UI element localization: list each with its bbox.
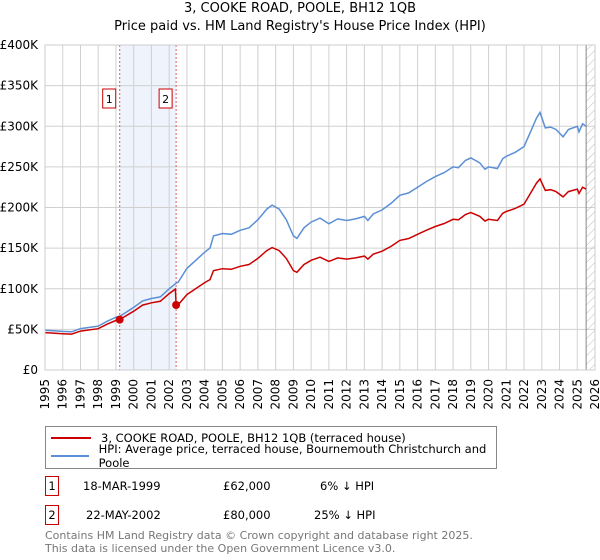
sale-price: £80,000 <box>223 508 271 522</box>
x-tick-label: 2021 <box>499 379 513 410</box>
x-tick-label: 2020 <box>482 379 496 410</box>
x-tick-label: 2023 <box>535 379 549 410</box>
hpi-line <box>44 110 587 333</box>
x-tick-label: 2019 <box>464 379 478 410</box>
x-tick-label: 2004 <box>198 379 212 410</box>
x-tick-label: 2013 <box>357 379 371 410</box>
sale-hpi-diff: 25% ↓ HPI <box>314 508 376 522</box>
sale-label-box <box>158 88 173 109</box>
x-tick-label: 2008 <box>269 379 283 410</box>
x-tick-label: 2014 <box>375 379 389 410</box>
x-tick-label: 2026 <box>588 379 600 410</box>
sale-point <box>115 315 124 324</box>
y-tick-label: £350K <box>0 79 39 93</box>
x-tick-label: 1997 <box>73 379 87 410</box>
y-tick-label: £150K <box>0 241 39 255</box>
y-tick-label: £100K <box>0 282 39 296</box>
sale-price: £62,000 <box>223 479 271 493</box>
x-tick-label: 2018 <box>446 379 460 410</box>
x-tick-label: 2012 <box>340 379 354 410</box>
legend-item-hpi: HPI: Average price, terraced house, Bour… <box>51 442 496 470</box>
sale-label-box <box>102 88 117 109</box>
legend-item-property: 3, COOKE ROAD, POOLE, BH12 1QB (terraced… <box>51 430 406 446</box>
legend-swatch-hpi <box>51 455 89 457</box>
x-tick-label: 2016 <box>411 379 425 410</box>
footer-line-2: This data is licensed under the Open Gov… <box>45 542 396 555</box>
x-tick-label: 2009 <box>286 379 300 410</box>
sale-label: 1 <box>106 93 113 106</box>
y-tick-label: £50K <box>7 322 39 336</box>
x-tick-label: 2010 <box>304 379 318 410</box>
x-tick-label: 2015 <box>393 379 407 410</box>
property-price-line <box>44 177 587 335</box>
chart-title: 3, COOKE ROAD, POOLE, BH12 1QB <box>184 1 416 16</box>
x-tick-label: 2025 <box>570 379 584 410</box>
legend-swatch-property <box>51 437 91 439</box>
x-tick-label: 2002 <box>162 379 176 410</box>
plot-border <box>44 44 596 371</box>
sale-marker-box: 1 <box>45 476 59 496</box>
x-tick-label: 2011 <box>322 379 336 410</box>
y-tick-label: £250K <box>0 160 39 174</box>
sale-marker-box: 2 <box>45 505 59 525</box>
x-tick-label: 1999 <box>109 379 123 410</box>
forecast-hatch <box>586 45 595 370</box>
legend-label-property: 3, COOKE ROAD, POOLE, BH12 1QB (terraced… <box>101 431 406 445</box>
x-tick-label: 1995 <box>38 379 52 410</box>
y-tick-label: £300K <box>0 119 39 133</box>
legend-label-hpi: HPI: Average price, terraced house, Bour… <box>98 442 487 470</box>
x-tick-label: 1996 <box>56 379 70 410</box>
y-tick-label: £400K <box>0 38 39 52</box>
x-tick-label: 2017 <box>428 379 442 410</box>
sale-label: 2 <box>162 93 169 106</box>
x-tick-label: 1998 <box>91 379 105 410</box>
sale-hpi-diff: 6% ↓ HPI <box>320 479 375 493</box>
footer: Contains HM Land Registry data © Crown c… <box>45 529 473 555</box>
x-tick-label: 2022 <box>517 379 531 410</box>
sale-point <box>172 301 181 309</box>
x-tick-label: 2006 <box>233 379 247 410</box>
x-tick-label: 2000 <box>127 379 141 410</box>
x-tick-label: 2007 <box>251 379 265 410</box>
x-tick-label: 2005 <box>215 379 229 410</box>
sale-date: 22-MAY-2002 <box>86 508 161 522</box>
legend: 3, COOKE ROAD, POOLE, BH12 1QB (terraced… <box>45 426 497 470</box>
plot: 1995 1996 1997 1998 1999 2000 2001 2002 2003 2004… <box>0 38 600 410</box>
chart-subtitle: Price paid vs. HM Land Registry's House … <box>114 19 486 34</box>
x-tick-label: 2001 <box>144 379 158 410</box>
x-tick-label: 2003 <box>180 379 194 410</box>
sale-date: 18-MAR-1999 <box>83 479 161 493</box>
y-tick-label: £200K <box>0 201 39 215</box>
x-tick-label: 2024 <box>553 379 567 410</box>
footer-line-1: Contains HM Land Registry data © Crown c… <box>45 529 473 542</box>
y-tick-label: £0 <box>23 363 38 377</box>
